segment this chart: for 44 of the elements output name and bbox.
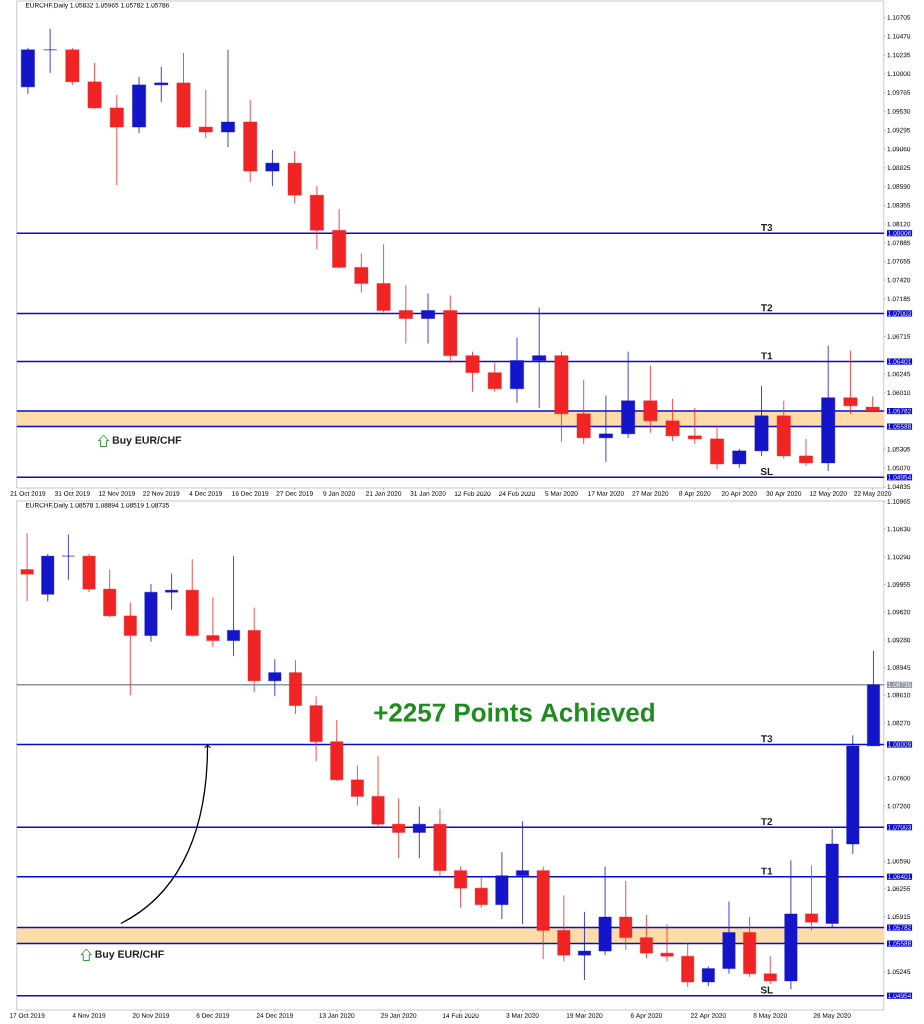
candlestick — [688, 407, 702, 445]
candlestick — [221, 49, 235, 148]
candlestick — [660, 923, 674, 962]
candlestick — [454, 866, 468, 909]
candlestick — [165, 573, 179, 611]
candlestick — [206, 596, 220, 648]
candlestick — [643, 365, 658, 434]
ref-line-label: SL — [760, 468, 773, 476]
ref-line-label: T1 — [761, 867, 773, 875]
candlestick — [805, 865, 819, 931]
candlestick — [702, 966, 715, 987]
candlestick — [43, 28, 58, 74]
ref-line-label: T3 — [761, 223, 773, 232]
annotation: Buy EUR/CHF — [95, 950, 164, 960]
annotation: +2257 Points Achieved — [374, 702, 655, 722]
ref-line-label: SL — [760, 986, 773, 994]
candlestick — [124, 602, 137, 696]
candlestick — [62, 534, 75, 581]
candlestick — [665, 398, 680, 442]
ref-line-label: T3 — [761, 735, 773, 743]
candlestick — [619, 880, 633, 951]
candlestick — [198, 89, 213, 139]
ref-line-label: T2 — [761, 304, 773, 312]
candlestick — [268, 658, 282, 697]
candlestick — [640, 914, 653, 959]
candlestick — [354, 252, 369, 293]
candlestick — [487, 362, 502, 393]
candlestick — [392, 798, 406, 859]
ref-line-label: T2 — [761, 818, 773, 826]
candlestick — [763, 955, 777, 985]
ref-line-label: T1 — [761, 352, 773, 360]
candlestick — [227, 555, 241, 657]
candlestick — [843, 350, 858, 415]
candlestick — [399, 285, 413, 344]
candlestick — [265, 149, 280, 187]
candlestick — [465, 351, 480, 393]
candlestick — [799, 438, 813, 467]
annotation: Buy EUR/CHF — [112, 436, 182, 446]
candlestick — [20, 532, 34, 602]
candlestick — [110, 94, 124, 186]
candlestick — [474, 877, 488, 909]
candlestick — [351, 765, 364, 807]
candlestick — [732, 448, 747, 469]
candlestick — [154, 66, 169, 103]
